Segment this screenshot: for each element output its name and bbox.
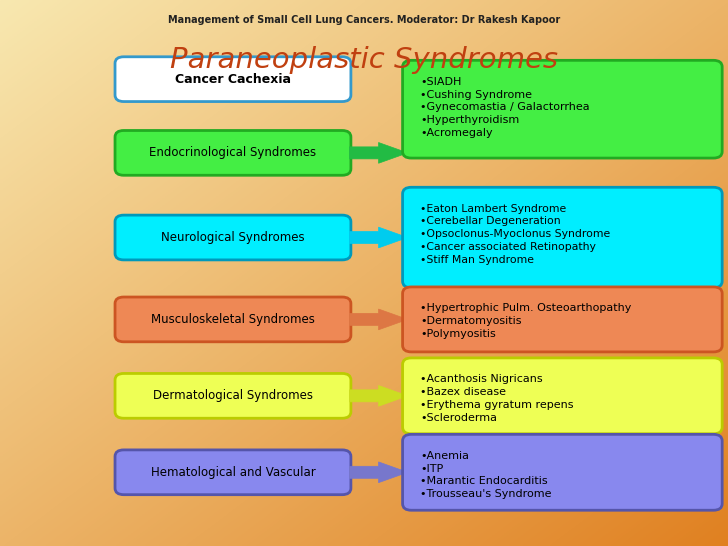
Polygon shape xyxy=(349,462,408,483)
Polygon shape xyxy=(349,309,408,330)
FancyBboxPatch shape xyxy=(115,297,351,342)
Polygon shape xyxy=(349,227,408,248)
Text: Management of Small Cell Lung Cancers. Moderator: Dr Rakesh Kapoor: Management of Small Cell Lung Cancers. M… xyxy=(168,15,560,25)
FancyBboxPatch shape xyxy=(115,130,351,175)
Polygon shape xyxy=(349,385,408,406)
Text: •Anemia
•ITP
•Marantic Endocarditis
•Trousseau's Syndrome: •Anemia •ITP •Marantic Endocarditis •Tro… xyxy=(420,451,552,499)
Polygon shape xyxy=(349,143,408,163)
Text: Musculoskeletal Syndromes: Musculoskeletal Syndromes xyxy=(151,313,315,326)
Text: Cancer Cachexia: Cancer Cachexia xyxy=(175,73,291,86)
Text: •Hypertrophic Pulm. Osteoarthopathy
•Dermatomyositis
•Polymyositis: •Hypertrophic Pulm. Osteoarthopathy •Der… xyxy=(420,304,631,339)
FancyBboxPatch shape xyxy=(115,450,351,495)
FancyBboxPatch shape xyxy=(115,57,351,102)
FancyBboxPatch shape xyxy=(403,358,722,434)
Text: Endocrinological Syndromes: Endocrinological Syndromes xyxy=(149,146,317,159)
Text: Neurological Syndromes: Neurological Syndromes xyxy=(161,231,305,244)
Text: •SIADH
•Cushing Syndrome
•Gynecomastia / Galactorrhea
•Hyperthyroidism
•Acromega: •SIADH •Cushing Syndrome •Gynecomastia /… xyxy=(420,76,590,138)
Text: •Eaton Lambert Syndrome
•Cerebellar Degeneration
•Opsoclonus-Myoclonus Syndrome
: •Eaton Lambert Syndrome •Cerebellar Dege… xyxy=(420,204,610,265)
Text: •Acanthosis Nigricans
•Bazex disease
•Erythema gyratum repens
•Scleroderma: •Acanthosis Nigricans •Bazex disease •Er… xyxy=(420,375,574,423)
FancyBboxPatch shape xyxy=(115,215,351,260)
Text: Paraneoplastic Syndromes: Paraneoplastic Syndromes xyxy=(170,46,558,74)
FancyBboxPatch shape xyxy=(403,187,722,288)
Text: Dermatological Syndromes: Dermatological Syndromes xyxy=(153,389,313,402)
FancyBboxPatch shape xyxy=(115,373,351,418)
FancyBboxPatch shape xyxy=(403,287,722,352)
FancyBboxPatch shape xyxy=(403,61,722,158)
FancyBboxPatch shape xyxy=(403,435,722,510)
Text: Hematological and Vascular: Hematological and Vascular xyxy=(151,466,315,479)
